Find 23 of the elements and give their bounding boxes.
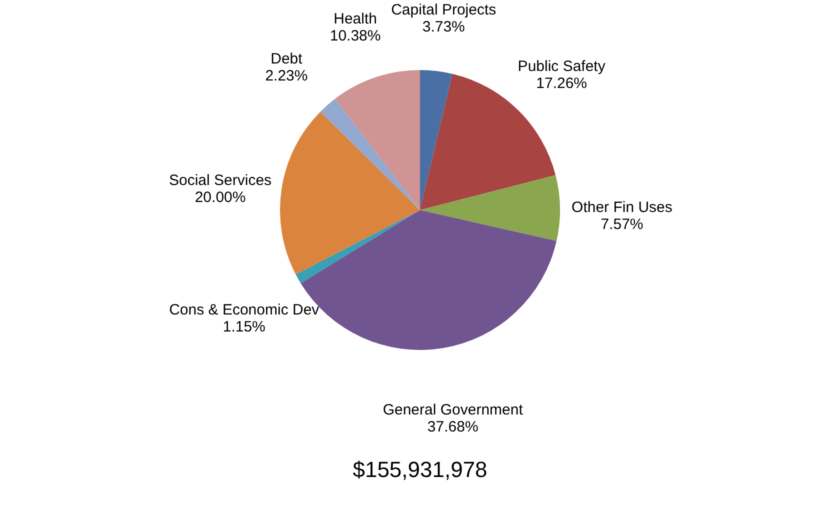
data-label: 20.00% xyxy=(194,188,246,206)
slice-label: General Government xyxy=(382,401,524,418)
pie-slice xyxy=(335,70,420,210)
pie-slice xyxy=(296,210,420,284)
data-label: 17.26% xyxy=(536,74,588,92)
pie-slice xyxy=(420,175,560,242)
slice-label: Debt xyxy=(270,50,304,68)
pie-slice xyxy=(320,98,420,210)
pie-slice xyxy=(280,112,420,274)
slice-label: Social Services xyxy=(169,172,272,189)
data-label: 10.38% xyxy=(330,28,381,45)
slice-label: Capital Projects xyxy=(391,1,496,18)
slice-label: Public Safety xyxy=(518,58,606,75)
pie-slice xyxy=(420,70,453,210)
slice-label: Cons & Economic Dev xyxy=(169,301,320,318)
slice-label: Health xyxy=(334,10,377,28)
slice-label: Other Fin Uses xyxy=(572,199,672,216)
data-label: 7.57% xyxy=(600,216,644,234)
data-label: 3.73% xyxy=(422,18,465,36)
text: $155,931,978 xyxy=(352,457,488,482)
data-label: 37.68% xyxy=(427,418,478,436)
data-label: 1.15% xyxy=(222,318,266,336)
data-label: 2.23% xyxy=(265,67,308,84)
